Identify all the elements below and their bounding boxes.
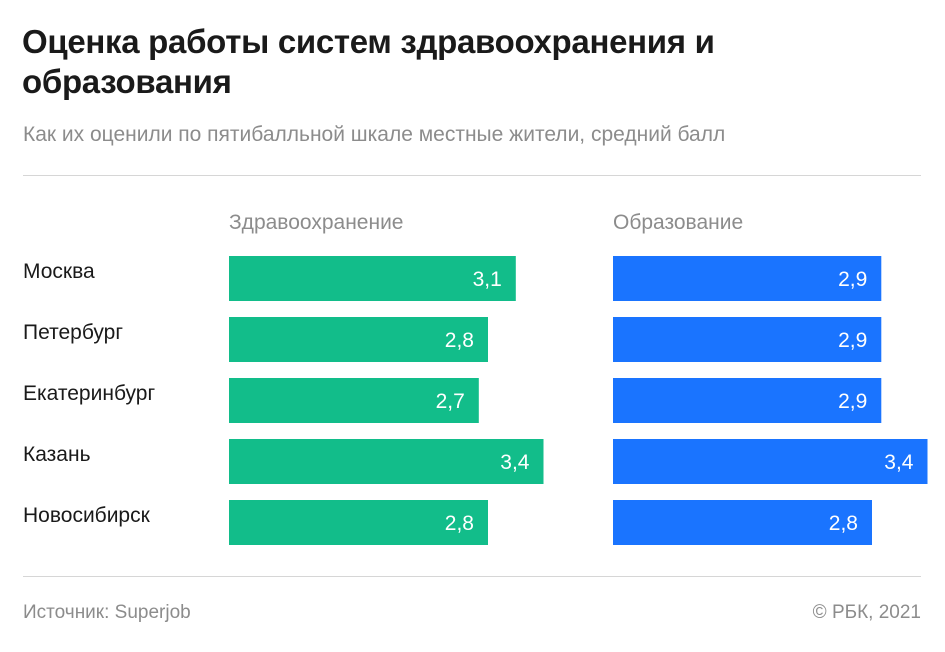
top-divider [23, 175, 921, 176]
bar-health [229, 256, 516, 301]
bar-value-label: 2,7 [436, 390, 465, 413]
category-label: Петербург [23, 321, 123, 344]
bar-health [229, 439, 544, 484]
series-header: Образование [613, 211, 743, 234]
chart-subtitle: Как их оценили по пятибалльной шкале мес… [23, 123, 726, 146]
series-header: Здравоохранение [229, 211, 403, 234]
category-label: Казань [23, 443, 91, 466]
bottom-divider [23, 576, 921, 577]
bar-value-label: 3,4 [884, 451, 914, 474]
bar-education [613, 317, 882, 362]
bar-education [613, 378, 882, 423]
category-label: Екатеринбург [23, 382, 155, 405]
bar-value-label: 2,9 [838, 390, 867, 413]
bar-health [229, 378, 479, 423]
bar-value-label: 3,1 [473, 268, 502, 291]
bar-education [613, 439, 928, 484]
bar-value-label: 3,4 [500, 451, 530, 474]
category-label: Москва [23, 260, 95, 283]
bar-value-label: 2,8 [445, 329, 474, 352]
bar-education [613, 256, 882, 301]
bar-health [229, 317, 488, 362]
source-note: Источник: Superjob [23, 602, 191, 623]
bar-education [613, 500, 872, 545]
chart-title: Оценка работы систем здравоохранения и о… [22, 23, 715, 100]
category-label: Новосибирск [23, 504, 151, 527]
bar-value-label: 2,9 [838, 329, 867, 352]
bar-value-label: 2,9 [838, 268, 867, 291]
copyright-note: © РБК, 2021 [812, 602, 921, 623]
bar-health [229, 500, 488, 545]
bar-value-label: 2,8 [445, 512, 474, 535]
bar-value-label: 2,8 [829, 512, 858, 535]
